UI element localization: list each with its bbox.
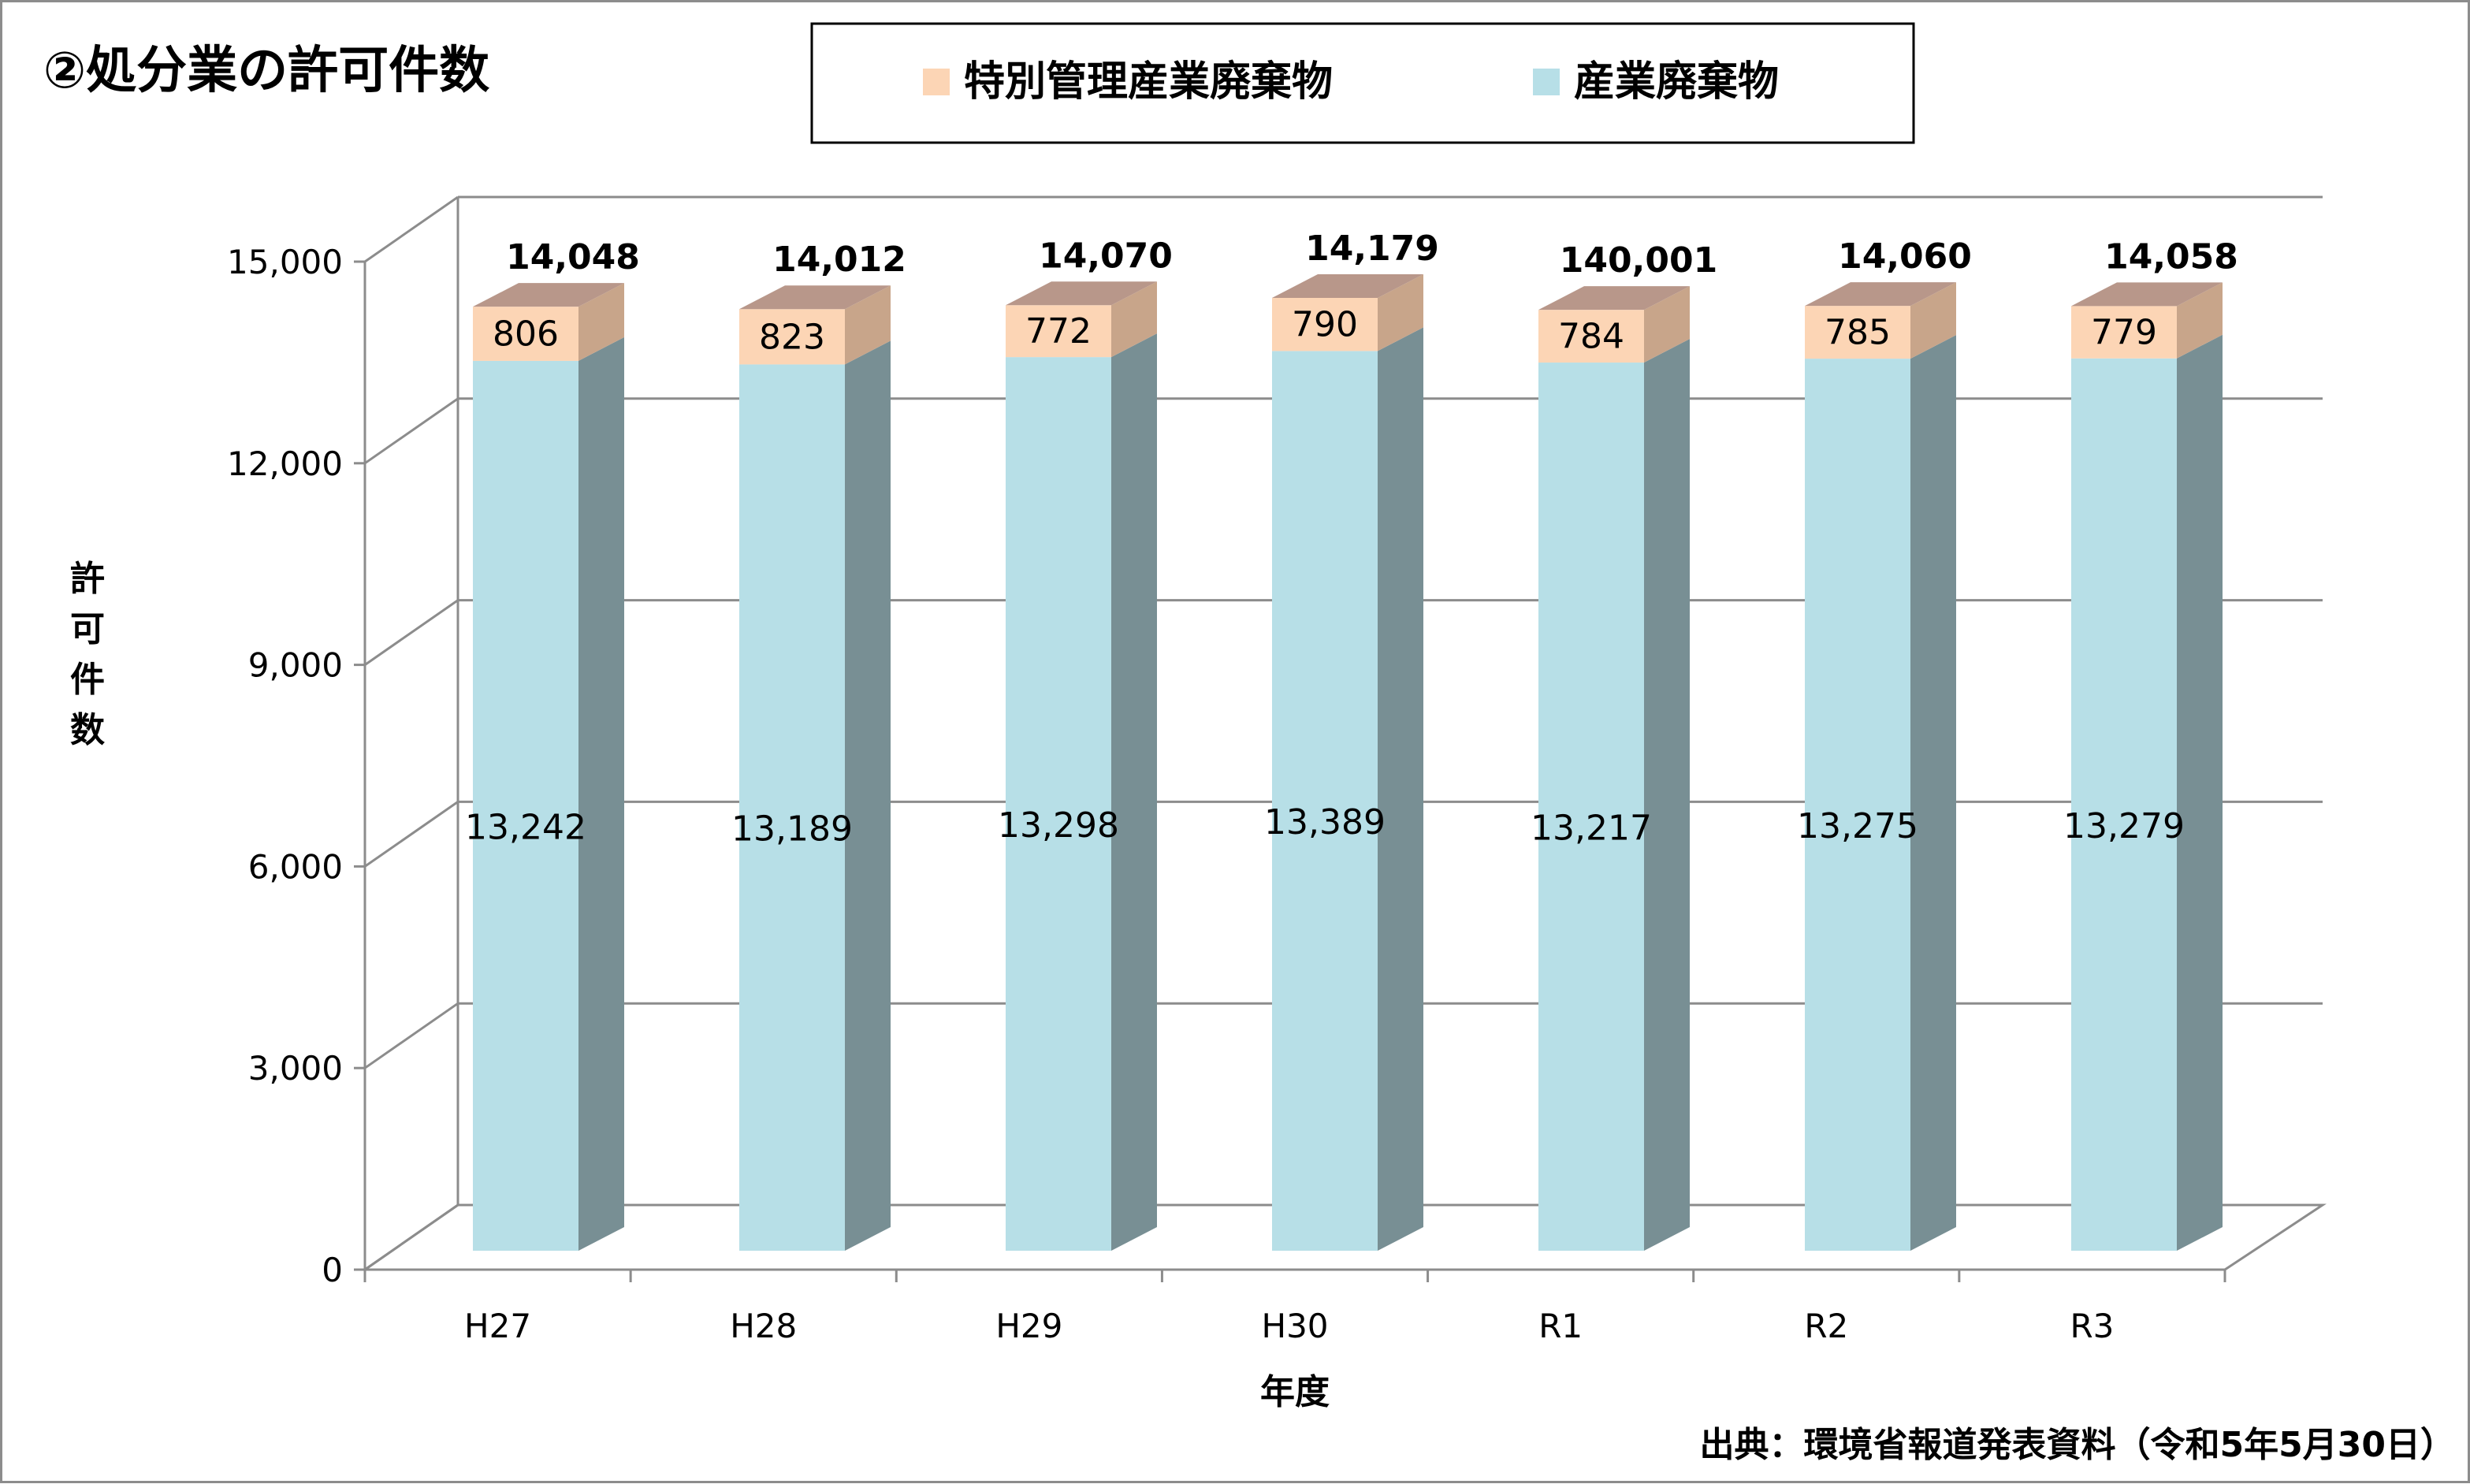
data-label-special: 772 [1025,311,1092,351]
bar-special [1006,305,1111,358]
bar-special-top [2071,282,2223,307]
bar-group: 13,217 784 140,001 R1 [1531,240,1717,1345]
bar-group: 13,189 823 14,012 H28 [730,240,906,1345]
x-tick-label: R3 [2070,1307,2114,1345]
bar-special-side [2177,282,2223,359]
y-tick-label: 3,000 [248,1049,343,1088]
bar-industrial [1538,363,1644,1251]
bar-industrial-side [1111,333,1157,1251]
y-tick-label: 6,000 [248,847,343,886]
bar-special [2071,306,2177,359]
bar-special-side [578,283,624,361]
bar-group: 13,298 772 14,070 H29 [995,236,1173,1345]
y-tick-label: 12,000 [227,444,343,483]
bar-group: 13,242 806 14,048 H27 [464,237,640,1345]
bar-industrial-side [1644,339,1690,1251]
side-gridline [364,195,459,263]
x-tick-label: H28 [730,1307,797,1345]
bar-special-top [473,283,624,307]
bar-special-side [1644,286,1690,363]
data-label-special: 790 [1292,305,1358,345]
data-label-special: 785 [1825,313,1891,353]
bar-industrial [739,364,845,1251]
legend-swatch [923,69,950,95]
chart-title: ②処分業の許可件数 [43,42,489,100]
data-label-industrial: 13,389 [1264,802,1386,842]
total-label: 14,179 [1305,229,1439,269]
bar-special-side [1111,281,1157,358]
bar-special [739,309,845,365]
legend-swatch [1533,69,1560,95]
total-label: 14,058 [2104,236,2238,277]
source-note: 出典：環境省報道発表資料（令和5年5月30日） [1700,1425,2455,1465]
bar-industrial-side [1378,327,1423,1251]
side-gridline [364,1002,459,1069]
x-axis-label: 年度 [1260,1372,1330,1412]
x-tick-label: R1 [1538,1307,1583,1345]
bar-industrial [1272,351,1378,1251]
y-axis-label-char: 件 [70,660,105,700]
bar-industrial [473,360,578,1251]
y-axis-label-char: 許 [70,559,105,599]
data-label-industrial: 13,189 [731,809,853,850]
legend-label: 産業廃棄物 [1574,58,1779,106]
bar-industrial-side [1910,335,1956,1252]
bar-special-top [1006,281,1157,306]
total-label: 14,060 [1838,236,1972,277]
side-gridline [364,1203,459,1271]
bar-industrial-side [578,337,624,1251]
y-axis-label-char: 可 [70,609,105,649]
bar-special [1805,306,1910,359]
x-tick-label: H30 [1261,1307,1328,1345]
bar-industrial-side [2177,334,2223,1252]
bar-group: 13,389 790 14,179 H30 [1261,229,1438,1345]
y-axis-label: 許可件数 [70,559,105,750]
bar-special-side [1910,282,1956,359]
side-gridline [364,801,459,868]
data-label-industrial: 13,279 [2063,806,2185,846]
bar-special [473,307,578,361]
bar-industrial [1805,359,1910,1252]
data-label-special: 823 [759,317,825,357]
bar-group: 13,279 779 14,058 R3 [2063,236,2238,1345]
y-tick-label: 9,000 [248,646,343,685]
bar-group: 13,275 785 14,060 R2 [1797,236,1972,1345]
bar-industrial-side [845,340,891,1251]
legend-label: 特別管理産業廃棄物 [964,58,1333,106]
x-tick-label: H27 [464,1307,531,1345]
data-label-industrial: 13,217 [1531,809,1652,849]
data-label-industrial: 13,298 [998,805,1119,846]
total-label: 14,012 [772,240,906,280]
y-axis-label-char: 数 [70,710,105,750]
data-label-special: 806 [493,314,559,355]
bar-special [1538,310,1644,363]
bar-special-top [1538,286,1690,311]
side-gridline [364,397,459,465]
bar-special-top [1272,274,1423,299]
bar-special-top [1805,282,1956,307]
data-label-special: 779 [2091,313,2157,353]
x-tick-label: R2 [1804,1307,1848,1345]
total-label: 140,001 [1560,240,1717,281]
data-label-special: 784 [1558,317,1624,357]
y-tick-label: 0 [322,1251,343,1289]
bar-special-side [845,285,891,365]
total-label: 14,070 [1039,236,1173,276]
data-label-industrial: 13,242 [465,807,586,847]
bar-special-side [1378,274,1423,351]
bar-industrial [2071,358,2177,1252]
y-tick-label: 15,000 [227,243,343,281]
bar-special [1272,298,1378,351]
bar-special-top [739,285,891,310]
x-tick-label: H29 [995,1307,1062,1345]
side-gridline [364,599,459,666]
legend-box [810,22,1915,144]
total-label: 14,048 [506,237,640,277]
bar-industrial [1006,357,1111,1251]
data-label-industrial: 13,275 [1797,806,1918,846]
legend: 特別管理産業廃棄物 産業廃棄物 [810,22,1915,144]
